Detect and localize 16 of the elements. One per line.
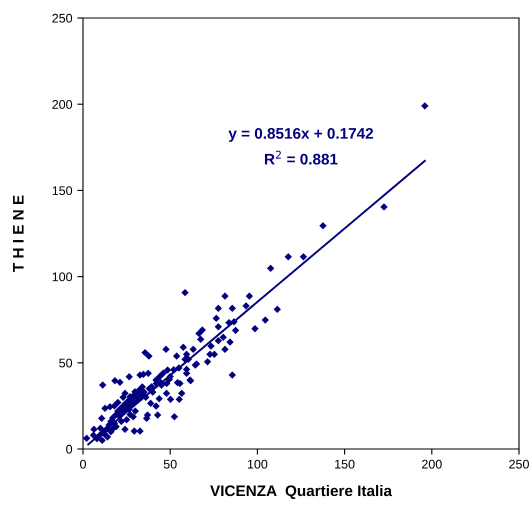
y-tick-label: 200 [52,100,72,109]
x-tick-label: 0 [80,460,86,469]
x-tick-label: 200 [422,460,442,469]
x-tick-label: 250 [509,460,529,469]
y-tick-label: 0 [66,444,72,454]
annotation: y = 0.8516x + 0.1742 [228,128,374,142]
x-tick-label: 100 [248,460,268,469]
x-tick-label: 150 [335,460,355,469]
y-tick-label: 150 [52,186,72,196]
x-tick-label: 50 [164,460,177,469]
y-tick-label: 50 [59,358,72,368]
annotation: R$^{2}$ = 0.881 [264,150,338,165]
x-axis-title: VICENZA Quartiere Italia [210,484,392,500]
y-tick-label: 100 [52,272,72,282]
y-tick-label: 250 [52,14,72,23]
y-axis-title: T H I E N E [13,195,24,272]
